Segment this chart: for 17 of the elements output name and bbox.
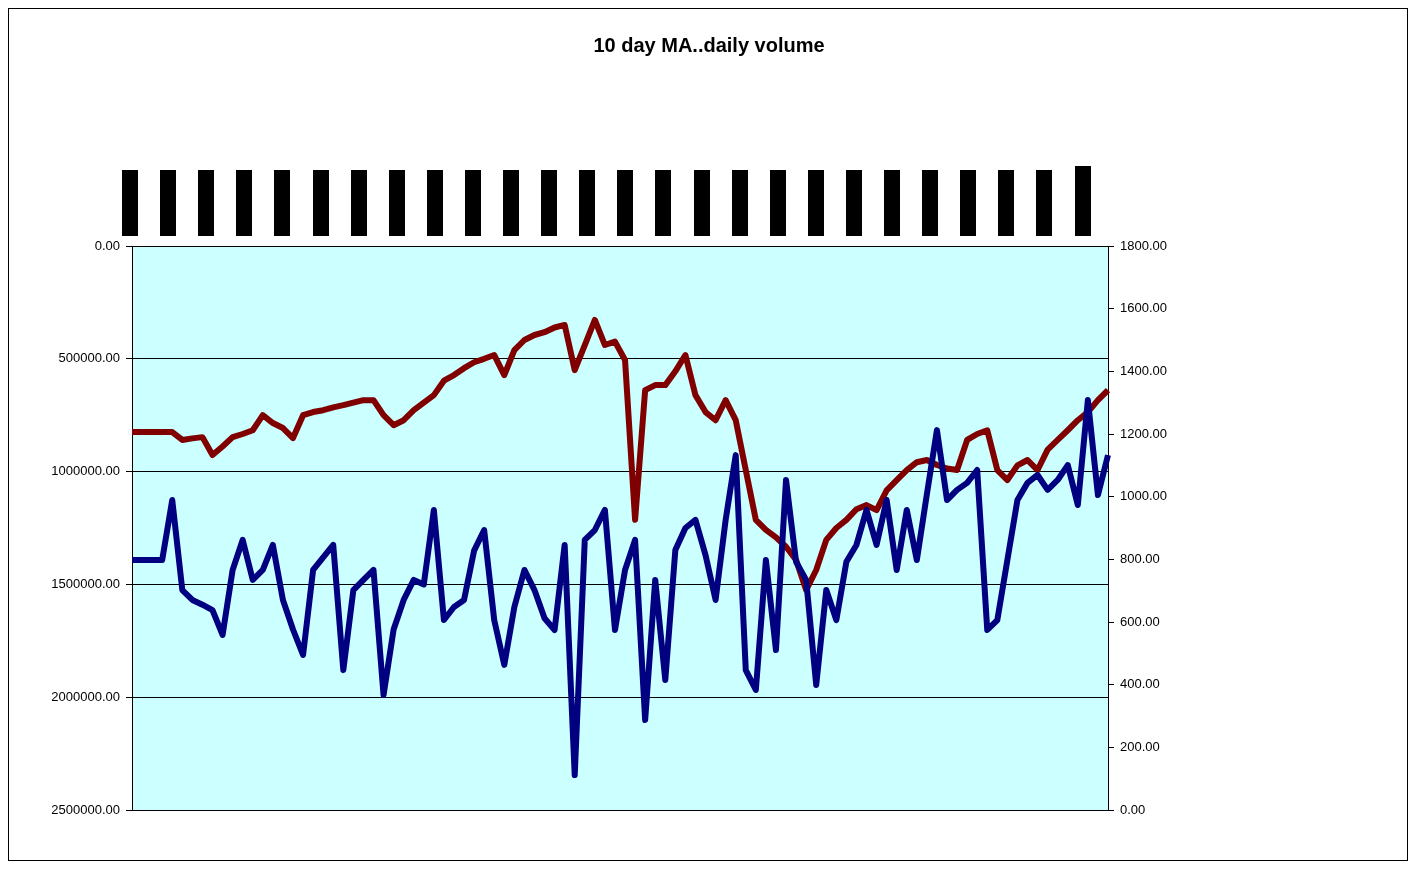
y2-tick-label: 1600.00: [1120, 300, 1167, 316]
y2-tick-label: 200.00: [1120, 738, 1160, 754]
y-tick-label: 2500000.00: [51, 801, 120, 817]
y2-tick-label: 1000.00: [1120, 488, 1167, 504]
y2-tick-label: 600.00: [1120, 613, 1160, 629]
y-tick-label: 0.00: [94, 237, 120, 253]
y-tick-label: 1000000.00: [51, 463, 120, 479]
y-tick-label: 500000.00: [58, 350, 120, 366]
y-tick-label: 2000000.00: [51, 688, 120, 704]
y2-tick-label: 800.00: [1120, 550, 1160, 566]
y2-tick-label: 1400.00: [1120, 362, 1167, 378]
y2-tick-label: 1200.00: [1120, 425, 1167, 441]
y2-tick-label: 400.00: [1120, 676, 1160, 692]
y2-tick-label: 1800.00: [1120, 237, 1167, 253]
chart-title: 10 day MA..daily volume: [593, 33, 825, 56]
y2-tick-label: 0.00: [1120, 801, 1146, 817]
y-tick-label: 1500000.00: [51, 575, 120, 591]
